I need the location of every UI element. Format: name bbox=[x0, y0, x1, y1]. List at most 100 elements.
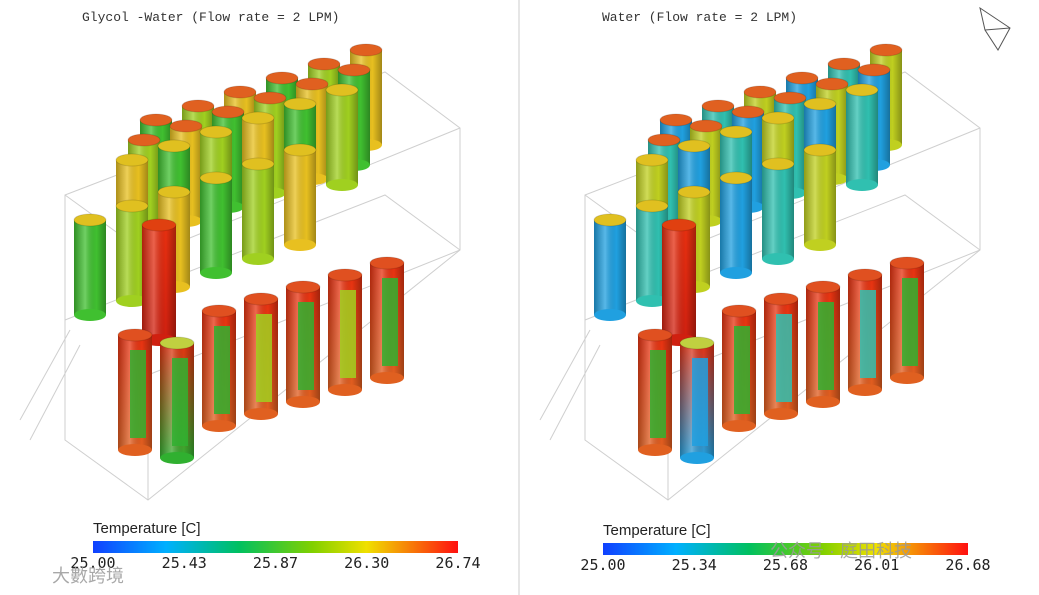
cell-top bbox=[815, 77, 849, 91]
cell-bottom bbox=[848, 384, 882, 396]
cell-core bbox=[298, 302, 314, 390]
cell-top bbox=[325, 83, 359, 97]
cell-core bbox=[172, 358, 188, 446]
cell-shade bbox=[326, 90, 358, 185]
cell-bottom bbox=[764, 408, 798, 420]
cell-bottom bbox=[74, 309, 106, 321]
cell-top bbox=[805, 280, 841, 294]
cell-bottom bbox=[326, 179, 358, 191]
cell-core bbox=[860, 290, 876, 378]
cell-top bbox=[593, 213, 627, 227]
cell-top bbox=[761, 157, 795, 171]
cell-top bbox=[337, 63, 371, 77]
cell-top bbox=[199, 125, 233, 139]
cell-core bbox=[776, 314, 792, 402]
cell-core bbox=[340, 290, 356, 378]
cell-top bbox=[241, 157, 275, 171]
cell-top bbox=[159, 336, 195, 350]
cell-top bbox=[265, 71, 299, 85]
cell-shade bbox=[846, 90, 878, 185]
cell-core bbox=[692, 358, 708, 446]
cell-bottom bbox=[116, 295, 148, 307]
cell-shade bbox=[74, 220, 106, 315]
frame bbox=[19, 329, 81, 441]
cell-top bbox=[169, 119, 203, 133]
cell-top bbox=[211, 105, 245, 119]
colorbar-tick-label: 25.00 bbox=[70, 554, 115, 572]
cell-bottom bbox=[806, 396, 840, 408]
cell-top bbox=[139, 113, 173, 127]
cell-top bbox=[285, 280, 321, 294]
legend-title: Temperature [C] bbox=[603, 522, 711, 539]
cell-top bbox=[721, 304, 757, 318]
legend-title: Temperature [C] bbox=[93, 520, 201, 537]
cell-bottom bbox=[804, 239, 836, 251]
cell-top bbox=[659, 113, 693, 127]
cell-shade bbox=[242, 164, 274, 259]
cell-bottom bbox=[890, 372, 924, 384]
cell-shade bbox=[720, 178, 752, 273]
cell-bottom bbox=[370, 372, 404, 384]
cell-bottom bbox=[680, 452, 714, 464]
cell-top bbox=[283, 97, 317, 111]
cell-top bbox=[743, 85, 777, 99]
cell-core bbox=[130, 350, 146, 438]
cell-top bbox=[761, 111, 795, 125]
cell-top bbox=[241, 111, 275, 125]
cell-top bbox=[689, 119, 723, 133]
cell-top bbox=[679, 336, 715, 350]
colorbar-tick-label: 26.68 bbox=[945, 556, 990, 574]
cell-core bbox=[650, 350, 666, 438]
cell-top bbox=[857, 63, 891, 77]
cell-top bbox=[157, 139, 191, 153]
panel-title: Glycol -Water (Flow rate = 2 LPM) bbox=[82, 10, 339, 25]
cell-top bbox=[127, 133, 161, 147]
cell-top bbox=[327, 268, 363, 282]
colorbar-tick-label: 26.30 bbox=[344, 554, 389, 572]
cell-top bbox=[719, 171, 753, 185]
colorbar-tick-label: 26.01 bbox=[854, 556, 899, 574]
cell-top bbox=[115, 199, 149, 213]
cell-top bbox=[803, 97, 837, 111]
watermark: 公众号 · 庭田科技 bbox=[770, 541, 912, 561]
cell-top bbox=[157, 185, 191, 199]
cell-top bbox=[295, 77, 329, 91]
colorbar-tick-label: 25.87 bbox=[253, 554, 298, 572]
cell-top bbox=[253, 91, 287, 105]
cell-top bbox=[73, 213, 107, 227]
cell-top bbox=[731, 105, 765, 119]
cell-bottom bbox=[244, 408, 278, 420]
cell-shade bbox=[762, 164, 794, 259]
cell-top bbox=[847, 268, 883, 282]
cell-bottom bbox=[200, 267, 232, 279]
colorbar-tick-label: 25.34 bbox=[672, 556, 717, 574]
colorbar-tick-label: 26.74 bbox=[435, 554, 480, 572]
cell-top bbox=[845, 83, 879, 97]
cell-top bbox=[115, 153, 149, 167]
cell-top bbox=[223, 85, 257, 99]
cell-top bbox=[141, 218, 177, 232]
cell-shade bbox=[284, 150, 316, 245]
cell-bottom bbox=[638, 444, 672, 456]
cell-bottom bbox=[636, 295, 668, 307]
cell-shade bbox=[200, 178, 232, 273]
cell-bottom bbox=[242, 253, 274, 265]
cell-bottom bbox=[722, 420, 756, 432]
watermark: 大數跨境 bbox=[52, 566, 124, 586]
cell-top bbox=[677, 185, 711, 199]
cell-top bbox=[283, 143, 317, 157]
colorbar bbox=[603, 543, 968, 555]
cell-bottom bbox=[118, 444, 152, 456]
panel: Water (Flow rate = 2 LPM) Temperature [C]… bbox=[539, 10, 991, 574]
cell-top bbox=[307, 57, 341, 71]
cell-bottom bbox=[284, 239, 316, 251]
cell-bottom bbox=[286, 396, 320, 408]
cell-core bbox=[256, 314, 272, 402]
cell-bottom bbox=[160, 452, 194, 464]
cell-top bbox=[181, 99, 215, 113]
cell-top bbox=[889, 256, 925, 270]
cell-shade bbox=[594, 220, 626, 315]
cell-bottom bbox=[846, 179, 878, 191]
colorbar bbox=[93, 541, 458, 553]
